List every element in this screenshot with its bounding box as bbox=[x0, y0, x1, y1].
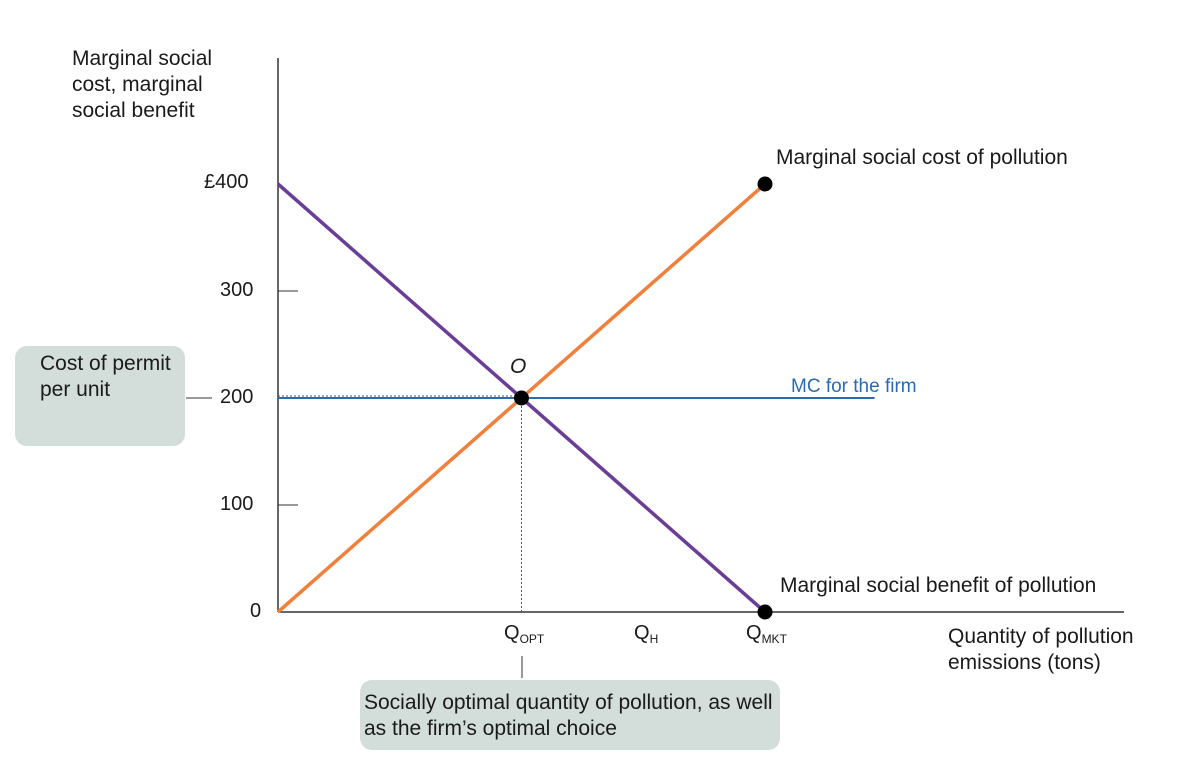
msc-end-marker bbox=[757, 176, 773, 192]
y-tick-label-100: 100 bbox=[220, 493, 254, 515]
msb-end-marker bbox=[757, 604, 773, 620]
msc-label: Marginal social cost of pollution bbox=[776, 146, 1068, 169]
x-label-qmkt: QMKT bbox=[746, 622, 787, 646]
msb-label: Marginal social benefit of pollution bbox=[780, 574, 1097, 597]
y-tick-label-300: 300 bbox=[220, 279, 254, 301]
y-tick-label-400: £400 bbox=[204, 171, 249, 193]
y-tick-label-0: 0 bbox=[250, 600, 262, 622]
optimum-callout: Socially optimal quantity of pollution, … bbox=[360, 680, 780, 750]
permit-cost-callout: Cost of permit per unit bbox=[15, 346, 185, 446]
equilibrium-marker bbox=[514, 390, 529, 406]
y-axis-title: Marginal social cost, marginal social be… bbox=[72, 47, 213, 122]
x-label-qh: QH bbox=[634, 622, 659, 646]
x-label-qopt: QOPT bbox=[504, 622, 545, 646]
mc-firm-label: MC for the firm bbox=[791, 376, 917, 397]
x-axis-title: Quantity of pollution emissions (tons) bbox=[948, 625, 1134, 674]
y-tick-label-200: 200 bbox=[220, 386, 254, 408]
equilibrium-label: O bbox=[510, 355, 527, 378]
